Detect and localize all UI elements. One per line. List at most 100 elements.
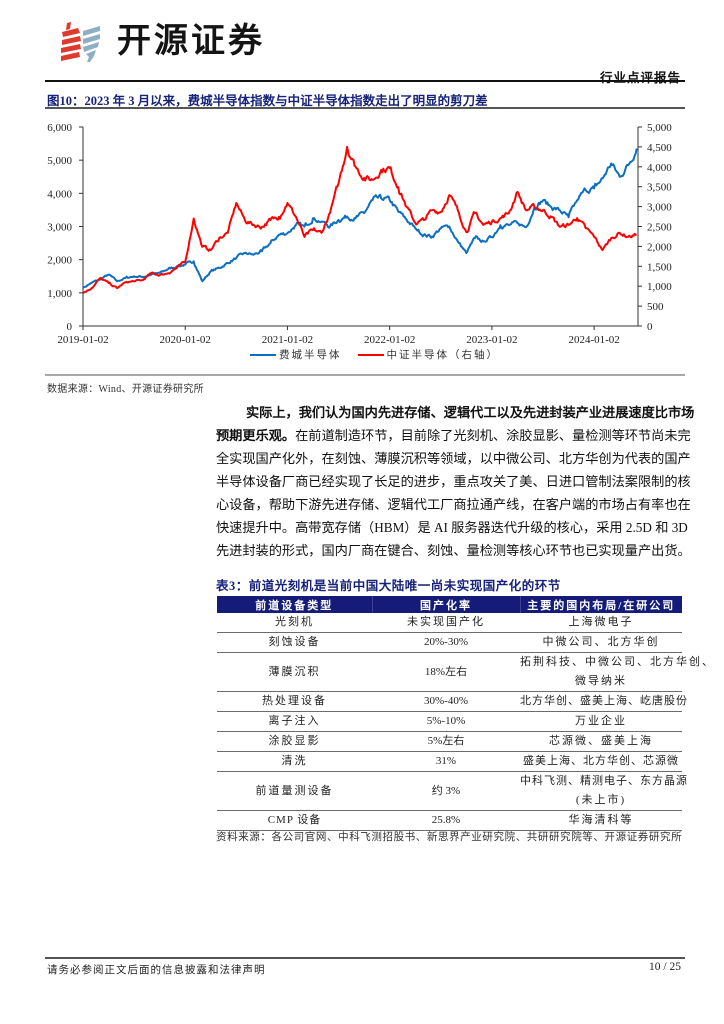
cell-companies-line: (未上市) [575,794,627,806]
figure-bottom-divider [45,374,685,376]
x-tick-label: 2024-01-02 [568,334,619,346]
right-tick-label: 1,000 [647,281,672,293]
cell-companies: 中微公司、北方华创 [520,632,682,653]
left-tick-label: 6,000 [47,122,72,134]
cell-companies: 芯源微、盛美上海 [520,731,682,752]
x-tick-label: 2020-01-02 [160,334,211,346]
paragraph-bold: 预期更乐观。 [216,428,296,443]
right-tick-label: 4,500 [647,142,672,154]
table-header-row: 前道设备类型 国产化率 主要的国内布局/在研公司 [217,596,682,613]
cell-companies-line: 拓荆科技、中微公司、北方华创、 [520,656,715,668]
x-tick-label: 2021-01-02 [262,334,313,346]
cell-rate: 5%左右 [372,731,520,752]
paragraph-line: 预期更乐观。在前道制造环节，目前除了光刻机、涂胶显影、量检测等环节尚未完 [216,424,691,447]
right-tick-label: 500 [647,301,664,313]
column-header-companies: 主要的国内布局/在研公司 [519,596,682,613]
figure-title: 图10：2023 年 3 月以来，费城半导体指数与中证半导体指数走出了明显的剪刀… [47,94,488,108]
cell-type: 涂胶显影 [217,731,372,752]
footer-disclaimer: 请务必参阅正文后面的信息披露和法律声明 [47,965,266,976]
paragraph-text: 快速提升中。高带宽存储（HBM）是 AI 服务器迭代升级的核心，采用 2.5D … [216,520,688,535]
paragraph-text: 半导体设备厂商已经实现了长足的进步，重点攻关了美、日进口管制法案限制的核 [216,474,691,489]
paragraph-line: 全实现国产化外，在刻蚀、薄膜沉积等领域，以中微公司、北方华创为代表的国产 [216,447,691,470]
cell-companies: 拓荆科技、中微公司、北方华创、 微导纳米 [520,652,715,692]
cell-rate: 18%左右 [372,652,520,692]
legend-label-sox: 费城半导体 [279,350,342,361]
chart-axes: 0 1,000 2,000 3,000 4,000 5,000 6,000 0 500 1,000… [47,122,672,346]
chart-series [82,145,638,294]
logo [58,20,104,66]
table-row: CMP 设备 25.8% 华海清科等 [217,810,682,831]
paragraph-text: 先进封装的形式，国内厂商在键合、刻蚀、量检测等核心环节也已实现量产出货。 [216,543,691,558]
table-row: 前道量测设备 约 3% 中科飞测、精测电子、东方晶源 (未上市) [217,771,688,811]
table-row: 离子注入 5%-10% 万业企业 [217,711,682,732]
logo-icon [61,22,100,62]
cell-rate: 25.8% [372,810,520,831]
legend-item-sox: 费城半导体 [250,347,342,362]
header-divider [45,80,685,82]
cell-rate: 20%-30% [372,632,520,653]
x-tick-label: 2019-01-02 [57,334,108,346]
series-line-csi [82,145,637,294]
right-tick-label: 4,000 [647,162,672,174]
footer-divider [45,957,685,959]
right-tick-label: 2,500 [647,222,672,234]
right-tick-label: 0 [647,321,653,333]
cell-companies: 万业企业 [520,711,682,732]
left-tick-label: 4,000 [47,188,72,200]
paragraph-line: 快速提升中。高带宽存储（HBM）是 AI 服务器迭代升级的核心，采用 2.5D … [216,516,688,539]
left-tick-label: 3,000 [47,222,72,234]
legend-label-csi: 中证半导体（右轴） [386,350,499,361]
paragraph-line: 半导体设备厂商已经实现了长足的进步，重点攻关了美、日进口管制法案限制的核 [216,470,691,493]
legend-swatch-red [357,353,384,356]
cell-companies: 华海清科等 [520,810,682,831]
body-paragraph: 实际上，我们认为国内先进存储、逻辑代工以及先进封装产业进展速度比市场 预期更乐观… [216,401,694,562]
cell-rate: 31% [372,751,520,772]
paragraph-line: 先进封装的形式，国内厂商在键合、刻蚀、量检测等核心环节也已实现量产出货。 [216,539,691,562]
left-tick-label: 2,000 [47,255,72,267]
left-tick-label: 5,000 [47,155,72,167]
x-tick-label: 2022-01-02 [364,334,415,346]
left-tick-label: 1,000 [47,288,72,300]
table-source: 资料来源：各公司官网、中科飞测招股书、新思界产业研究院、共研研究院等、开源证券研… [216,832,683,843]
right-tick-label: 2,000 [647,241,672,253]
cell-type: CMP 设备 [217,810,372,831]
paragraph-line: 心设备，帮助下游先进存储、逻辑代工厂商拉通产线，在客户端的市场占有率也在 [216,493,691,516]
cell-companies: 北方华创、盛美上海、屹唐股份 [520,691,687,712]
paragraph-text: 在前道制造环节，目前除了光刻机、涂胶显影、量检测等环节尚未完 [295,428,691,443]
cell-rate: 5%-10% [372,711,520,732]
paragraph-text: 心设备，帮助下游先进存储、逻辑代工厂商拉通产线，在客户端的市场占有率也在 [216,497,691,512]
cell-companies-line: 中科飞测、精测电子、东方晶源 [520,775,688,787]
column-header-type: 前道设备类型 [217,596,372,613]
figure-source: 数据来源：Wind、开源证券研究所 [47,384,204,395]
table-title: 表3：前道光刻机是当前中国大陆唯一尚未实现国产化的环节 [216,579,561,593]
table-row: 热处理设备 30%-40% 北方华创、盛美上海、屹唐股份 [217,691,687,712]
cell-type: 刻蚀设备 [217,632,372,653]
figure-title-divider [45,107,685,109]
cell-type: 光刻机 [217,613,372,633]
table-row: 清洗 31% 盛美上海、北方华创、芯源微 [217,751,682,772]
paragraph-line: 实际上，我们认为国内先进存储、逻辑代工以及先进封装产业进展速度比市场 [216,401,694,424]
chart-legend: 费城半导体 中证半导体（右轴） [250,347,515,362]
cell-rate: 约 3% [372,771,520,811]
cell-rate: 未实现国产化 [372,613,520,633]
paragraph-text: 全实现国产化外，在刻蚀、薄膜沉积等领域，以中微公司、北方华创为代表的国产 [216,451,691,466]
cell-companies: 上海微电子 [520,613,682,633]
cell-type: 热处理设备 [217,691,372,712]
right-tick-label: 5,000 [647,122,672,134]
page-number: 10 / 25 [649,961,681,973]
x-tick-label: 2023-01-02 [466,334,517,346]
right-tick-label: 1,500 [647,261,672,273]
equipment-table: 前道设备类型 国产化率 主要的国内布局/在研公司 光刻机 未实现国产化 上海微电… [217,596,715,831]
cell-type: 薄膜沉积 [217,652,372,692]
column-header-rate: 国产化率 [371,596,520,613]
table-row: 薄膜沉积 18%左右 拓荆科技、中微公司、北方华创、 微导纳米 [217,652,715,692]
cell-companies: 盛美上海、北方华创、芯源微 [520,751,682,772]
legend-swatch-blue [250,353,276,356]
line-chart: 0 1,000 2,000 3,000 4,000 5,000 6,000 0 500 1,000… [47,122,672,346]
legend-item-csi: 中证半导体（右轴） [357,347,500,362]
cell-rate: 30%-40% [372,691,520,712]
right-tick-label: 3,000 [647,202,672,214]
logo-text: 开源证券 [117,21,265,61]
cell-type: 离子注入 [217,711,372,732]
cell-type: 清洗 [217,751,372,772]
